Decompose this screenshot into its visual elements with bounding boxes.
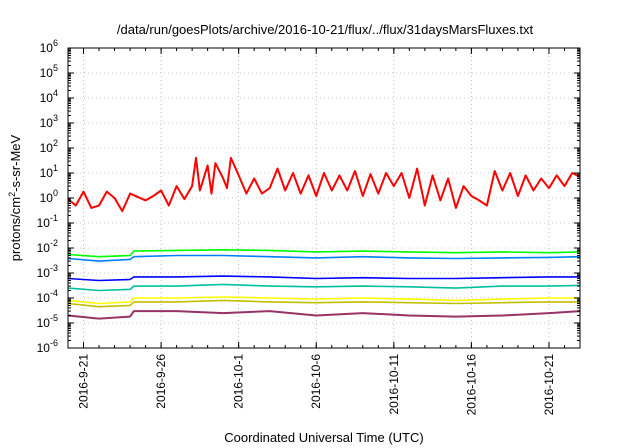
y-axis-label-sup: 2 (7, 192, 17, 197)
y-tick-exponent: 5 (53, 63, 58, 73)
y-tick-base: 10 (40, 66, 54, 80)
y-tick-label: 10-5 (37, 313, 58, 330)
x-tick-label: 2016-10-1 (232, 354, 246, 409)
x-tick-label: 2016-10-21 (542, 354, 556, 416)
y-tick-exponent: -6 (50, 338, 58, 348)
y-tick-label: 100 (40, 188, 58, 205)
y-tick-label: 102 (40, 138, 58, 155)
x-tick-label: 2016-9-26 (154, 354, 168, 409)
y-axis-label-base: protons/cm (8, 197, 23, 261)
y-axis-ticks: 10-610-510-410-310-210-11001011021031041… (37, 38, 580, 355)
y-tick-label: 10-6 (37, 338, 58, 355)
x-tick-label: 2016-10-6 (309, 354, 323, 409)
y-tick-label: 10-1 (37, 213, 58, 230)
y-tick-label: 105 (40, 63, 58, 80)
y-tick-base: 10 (40, 141, 54, 155)
data-series-line-8 (67, 310, 581, 320)
y-tick-label: 10-4 (37, 288, 58, 305)
y-tick-exponent: -2 (50, 238, 58, 248)
data-series-line-6 (67, 296, 580, 305)
data-series-group (67, 156, 581, 320)
y-tick-base: 10 (37, 316, 51, 330)
y-tick-label: 101 (40, 163, 58, 180)
y-tick-base: 10 (40, 91, 54, 105)
x-tick-label: 2016-10-16 (464, 354, 478, 416)
data-series-line-5 (67, 283, 581, 292)
y-tick-label: 104 (40, 88, 58, 105)
y-tick-base: 10 (40, 191, 54, 205)
x-axis-label: Coordinated Universal Time (UTC) (224, 430, 423, 445)
y-axis-label-rest: -s-sr-MeV (8, 134, 23, 191)
y-tick-base: 10 (37, 291, 51, 305)
y-tick-exponent: -3 (50, 263, 58, 273)
y-tick-base: 10 (40, 116, 54, 130)
data-series-line-2 (67, 249, 581, 258)
y-tick-base: 10 (37, 341, 51, 355)
y-tick-exponent: 3 (53, 113, 58, 123)
y-tick-label: 106 (40, 38, 58, 55)
data-series-line-7 (67, 299, 580, 308)
data-series-line-3 (67, 254, 581, 262)
data-series-line-1 (67, 156, 581, 213)
y-tick-label: 10-2 (37, 238, 58, 255)
y-tick-label: 10-3 (37, 263, 58, 280)
y-tick-exponent: -4 (50, 288, 58, 298)
data-series-line-4 (67, 275, 580, 282)
y-tick-exponent: -5 (50, 313, 58, 323)
y-tick-exponent: 6 (53, 38, 58, 48)
y-tick-exponent: 1 (53, 163, 58, 173)
y-tick-exponent: -1 (50, 213, 58, 223)
x-axis-ticks: 2016-9-21 2016-9-26 2016-10-1 2016-10-6 2016… (67, 48, 581, 416)
y-tick-base: 10 (37, 216, 51, 230)
y-tick-base: 10 (37, 241, 51, 255)
y-tick-base: 10 (37, 266, 51, 280)
y-tick-label: 103 (40, 113, 58, 130)
chart-title: /data/run/goesPlots/archive/2016-10-21/f… (117, 22, 534, 37)
x-tick-label: 2016-10-11 (387, 354, 401, 415)
y-tick-exponent: 2 (53, 138, 58, 148)
y-axis-label: protons/cm2-s-sr-MeV (7, 134, 23, 261)
y-tick-base: 10 (40, 166, 54, 180)
y-tick-base: 10 (40, 41, 54, 55)
x-tick-label: 2016-9-21 (77, 354, 91, 409)
y-tick-exponent: 0 (53, 188, 58, 198)
y-tick-exponent: 4 (53, 88, 58, 98)
